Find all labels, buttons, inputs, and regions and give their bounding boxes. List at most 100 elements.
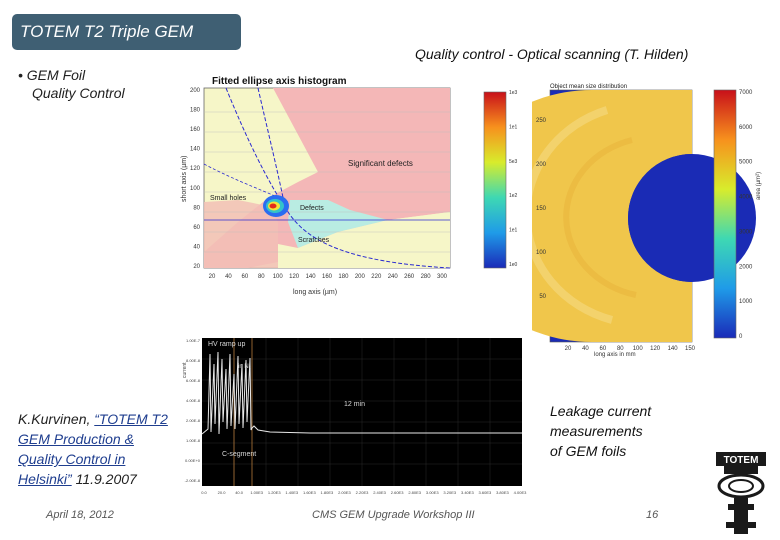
ellipse-histogram-figure: Fitted ellipse axis histogram Significan… [178, 72, 518, 302]
hist-yticks-label: 200 [190, 88, 201, 94]
leak-xticks-label: 3.80E3 [496, 490, 509, 495]
logo-text: TOTEM [724, 455, 759, 466]
leak-yticks-label: -2.00E-8 [185, 478, 201, 483]
bullet-line-2: Quality Control [32, 85, 125, 101]
map-yticks-label: 250 [536, 118, 547, 124]
hist-yticks-label: 160 [190, 127, 201, 133]
section-header: Quality control - Optical scanning (T. H… [415, 46, 689, 62]
leak-xticks-label: 1.40E3 [285, 490, 298, 495]
region-significant-label: Significant defects [348, 159, 413, 168]
hist-xticks-label: 280 [421, 274, 432, 280]
map-cbticks-label: 1000 [739, 299, 753, 305]
leak-xticks-label: 2.60E3 [391, 490, 404, 495]
map-yticks-label: 150 [536, 206, 547, 212]
leak-yticks-label: 1.00E-8 [186, 438, 201, 443]
hist-xticks-label: 120 [289, 274, 300, 280]
leak-xticks-label: 1.80E3 [321, 490, 334, 495]
leak-xticks-label: 40.0 [235, 490, 244, 495]
histogram-colorbar [483, 91, 507, 269]
leak-xticks-label: 0.0 [201, 490, 207, 495]
region-scratches-label: Scratches [298, 237, 330, 244]
leak-xticks-label: 1.00E3 [250, 490, 263, 495]
leakage-caption-line-1: Leakage current [550, 403, 652, 419]
histogram-xlabel: long axis (µm) [293, 289, 337, 296]
leak-xticks-label: 2.00E3 [338, 490, 351, 495]
leak-xticks-label: 3.00E3 [426, 490, 439, 495]
map-xticks-label: 140 [668, 346, 679, 352]
leak-yticks-label: 1.00E-7 [186, 338, 201, 343]
hist-yticks-label: 80 [193, 205, 200, 211]
totem-logo: TOTEM [716, 452, 766, 534]
hist-xticks-label: 240 [388, 274, 399, 280]
leak-xticks-label: 1.60E3 [303, 490, 316, 495]
leak-xticks-label: 2.20E3 [356, 490, 369, 495]
map-xticks-label: 60 [600, 346, 607, 352]
hist-cbticks-label: 1e3 [509, 90, 518, 96]
map-cbticks-label: 2000 [739, 264, 753, 270]
hist-xticks-label: 260 [404, 274, 415, 280]
hist-xticks-label: 80 [258, 274, 265, 280]
leakage-current-figure: HV ramp up in N₂ 12 min C-segment 1.00E-… [182, 338, 527, 495]
size-distribution-figure: Object mean size distribution 2502001501… [532, 84, 762, 358]
map-xticks-label: 100 [633, 346, 644, 352]
map-xticks-label: 150 [685, 346, 696, 352]
reference-date: 11.9.2007 [71, 471, 137, 487]
leak-xticks-label: 3.40E3 [461, 490, 474, 495]
bullet-line-1: • GEM Foil [18, 67, 86, 83]
leak-xticks-label: 3.60E3 [479, 490, 492, 495]
leak-xticks-label: 3.20E3 [443, 490, 456, 495]
hist-xticks-label: 20 [209, 274, 216, 280]
reference-author: K.Kurvinen, [18, 411, 95, 427]
map-xticks-label: 40 [582, 346, 589, 352]
leak-yticks-label: 0.00E+0 [185, 458, 201, 463]
leak-xticks-label: 2.40E3 [373, 490, 386, 495]
map-cbticks-label: 4000 [739, 195, 753, 201]
hist-yticks-label: 60 [193, 225, 200, 231]
sizemap-ylabel: area (µm²) [756, 172, 762, 200]
hist-xticks-label: 200 [355, 274, 366, 280]
map-xticks-label: 120 [650, 346, 661, 352]
leakage-caption-line-2: measurements [550, 423, 643, 439]
region-defects-label: Defects [300, 205, 324, 212]
hist-cbticks-label: 5e3 [509, 159, 518, 165]
annotation-gas: in N₂ [238, 364, 252, 370]
sizemap-colorbar [713, 89, 737, 339]
map-xticks-label: 80 [617, 346, 624, 352]
leak-yticks-label: 6.00E-8 [186, 378, 201, 383]
leak-yticks-label: 4.00E-8 [186, 398, 201, 403]
hist-cbticks-label: 1e2 [509, 193, 518, 199]
hist-yticks-label: 20 [193, 264, 200, 270]
reference-link[interactable]: “TOTEM T2 GEM Production & Quality Contr… [18, 411, 168, 487]
hist-xticks-label: 100 [273, 274, 284, 280]
sizemap-title: Object mean size distribution [550, 84, 627, 90]
leakage-ylabel: current [182, 362, 188, 378]
leak-xticks-label: 4.00E3 [514, 490, 527, 495]
annotation-ramp: HV ramp up [208, 341, 245, 348]
map-cbticks-label: 7000 [739, 90, 753, 96]
hist-yticks-label: 40 [193, 244, 200, 250]
map-cbticks-label: 0 [739, 334, 743, 340]
map-xticks-label: 20 [565, 346, 572, 352]
hist-xticks-label: 40 [225, 274, 232, 280]
leak-xticks-label: 1.20E3 [268, 490, 281, 495]
map-cbticks-label: 5000 [739, 160, 753, 166]
histogram-title: Fitted ellipse axis histogram [212, 76, 347, 87]
reference-note: K.Kurvinen, “TOTEM T2 GEM Production & Q… [18, 409, 178, 489]
hist-cbticks-label: 1e1 [509, 124, 518, 130]
histogram-ylabel: short axis (µm) [181, 156, 188, 202]
hist-xticks-label: 300 [437, 274, 448, 280]
map-cbticks-label: 6000 [739, 125, 753, 131]
histogram-plot: Significant defects Small holes Defects … [203, 87, 451, 269]
region-small-holes-label: Small holes [210, 195, 247, 202]
hist-xticks-label: 220 [371, 274, 382, 280]
leakage-caption: Leakage current measurements of GEM foil… [550, 401, 651, 461]
footer-date: April 18, 2012 [46, 509, 114, 521]
footer-page-number: 16 [646, 509, 659, 521]
hist-yticks-label: 180 [190, 108, 201, 114]
leak-xticks-label: 20.0 [218, 490, 227, 495]
hist-xticks-label: 180 [338, 274, 349, 280]
hist-xticks-label: 140 [306, 274, 317, 280]
leak-yticks-label: 2.00E-8 [186, 418, 201, 423]
hist-cbticks-label: 1e0 [509, 262, 518, 268]
map-yticks-label: 200 [536, 162, 547, 168]
